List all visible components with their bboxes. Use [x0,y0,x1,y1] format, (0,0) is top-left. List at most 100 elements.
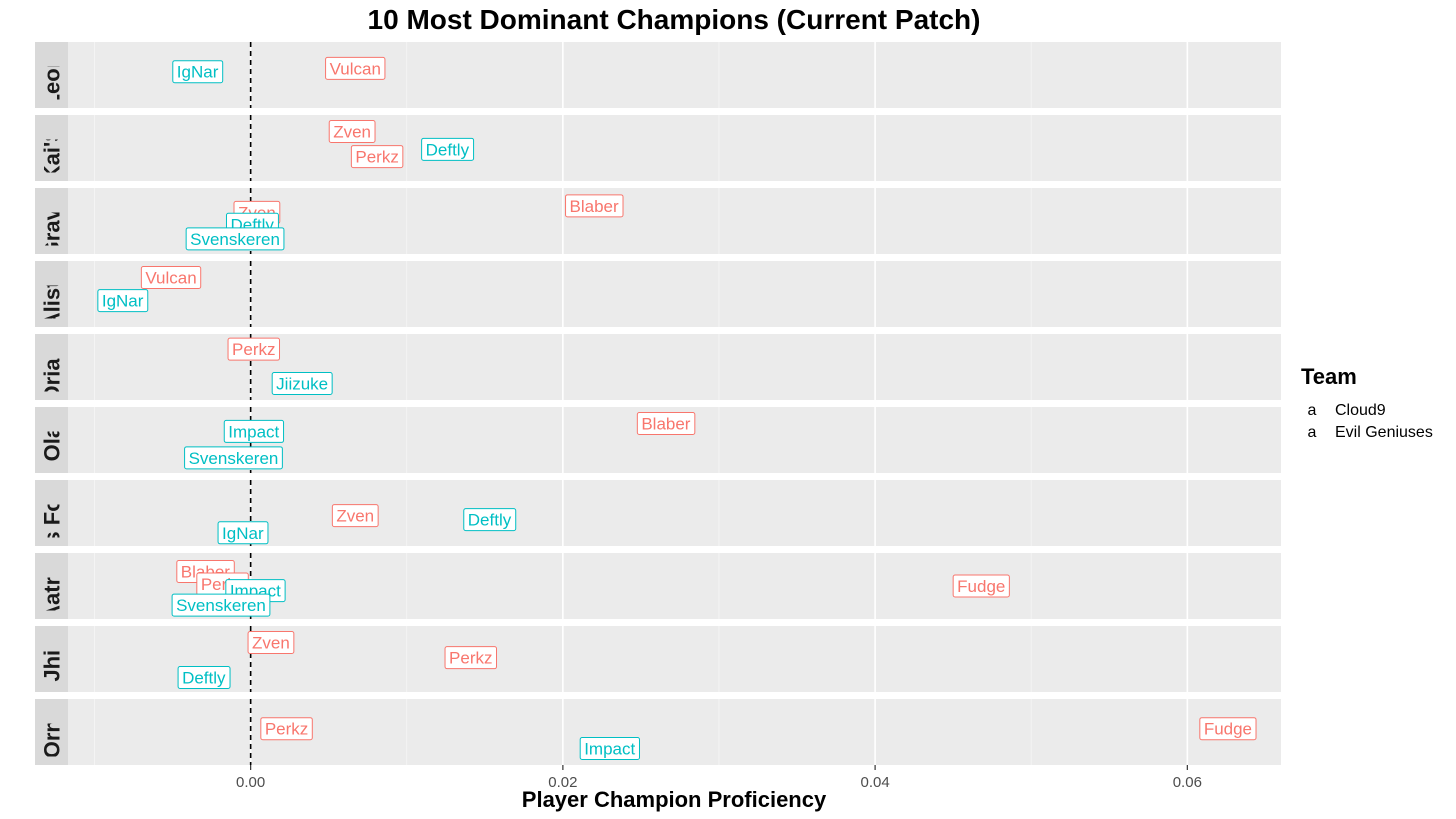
x-axis: 0.00 0.02 0.04 0.06 [236,765,1202,791]
label-box [227,337,281,361]
legend-key: a [1308,424,1317,441]
point-label: Svenskeren [185,227,285,251]
player-name: Zven [336,507,374,526]
label-box [565,194,624,218]
strip-background [35,188,68,254]
player-name: Svenskeren [176,596,266,615]
player-name: Deftly [182,668,226,687]
point-label: Svenskeren [171,593,271,617]
player-name: Zven [252,634,290,653]
label-box [177,665,231,689]
facet-strip: Aatrox [35,550,68,620]
player-name: IgNar [177,63,219,82]
x-tick-label: 0.04 [861,774,890,791]
legend-title: Team [1301,364,1357,389]
player-name: Perkz [232,340,275,359]
player-name: Perkz [265,720,308,739]
player-name: Fudge [957,577,1005,596]
label-box [421,137,475,161]
label-box [325,56,386,80]
strip-background [35,553,68,619]
facet-strip-label: Alistar [40,259,65,328]
point-label: Perkz [444,646,498,670]
facet-strip: Oriann [35,334,68,400]
facet-panel: Leona [35,42,1281,108]
facet-panel: Kai'Sa [35,114,1281,181]
strip-background [35,480,68,546]
panel-background [68,261,1281,327]
legend-key: a [1308,402,1317,419]
label-box [247,631,295,654]
point-label: Impact [579,737,640,760]
label-box [463,508,517,532]
strip-background [35,261,68,327]
point-label: Zven [331,504,379,528]
label-box [328,120,376,143]
legend-item: a Cloud9 [1308,402,1386,419]
label-box [140,266,202,289]
point-label: Perkz [227,337,281,361]
facet-panel: Ornn [35,699,1281,765]
legend-label: Cloud9 [1335,402,1386,419]
chart-title: 10 Most Dominant Champions (Current Patc… [368,4,981,35]
facet-strip-label: s Fort [40,482,65,544]
point-label: Deftly [421,137,475,161]
facet-strip-label: Olaf [40,418,65,461]
strip-background [35,334,68,400]
point-label: Deftly [177,665,231,689]
point-label: IgNar [217,521,269,545]
panel-background [68,480,1281,546]
point-label: Fudge [952,574,1010,598]
label-box [172,60,224,84]
point-label: Blaber [636,412,696,435]
x-tick-label: 0.00 [236,774,265,791]
point-label: Fudge [1199,717,1257,741]
player-name: Vulcan [330,59,381,78]
label-box [217,521,269,545]
player-name: Vulcan [145,269,196,288]
label-box [636,412,696,435]
player-name: Deftly [426,140,470,159]
facet-strip-label: Aatrox [40,550,65,620]
label-box [952,574,1010,598]
point-label: Perkz [350,145,404,169]
facet-strip: s Fort [35,480,68,546]
strip-background [35,626,68,692]
x-tick-label: 0.02 [548,774,577,791]
legend-label: Evil Geniuses [1335,424,1433,441]
player-name: Perkz [449,649,492,668]
point-label: IgNar [97,289,149,313]
label-box [271,372,333,395]
player-name: IgNar [102,292,144,311]
label-box [171,593,271,617]
player-name: Svenskeren [189,449,279,468]
panel-background [68,42,1281,108]
facet-strip-label: Ornn [40,706,65,759]
point-label: Perkz [260,717,313,741]
player-name: Impact [228,422,279,441]
label-box [1199,717,1257,741]
facet-strip-label: Jhin [40,636,65,681]
point-label: Zven [247,631,295,654]
panel-background [68,115,1281,181]
label-box [97,289,149,313]
legend-item: a Evil Geniuses [1308,424,1433,441]
point-label: Deftly [463,508,517,532]
facet-strip: Kai'Sa [35,114,68,181]
facet-strip: Ornn [35,699,68,765]
player-name: Blaber [570,197,619,216]
point-label: Impact [223,419,285,443]
facet-strip: Olaf [35,407,68,473]
facet-panel: Oriann [35,334,1281,400]
facet-strip: Leona [35,42,68,108]
label-box [184,446,283,470]
facet-strip-label: Kai'Sa [40,114,65,181]
player-name: Deftly [468,511,512,530]
label-box [444,646,498,670]
facet-panel: Alistar [35,259,1281,328]
label-box [579,737,640,760]
player-name: Fudge [1204,720,1252,739]
label-box [260,717,313,741]
